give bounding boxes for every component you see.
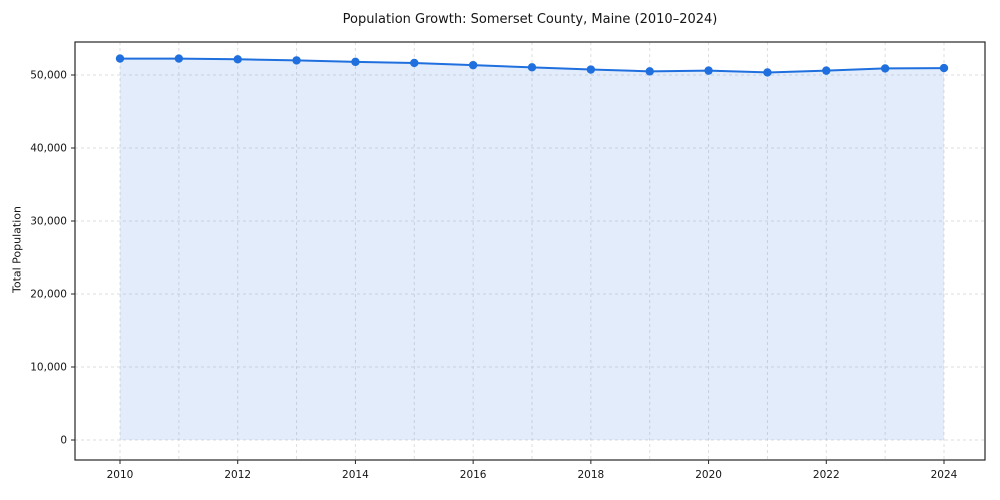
y-tick-label: 0 — [60, 435, 67, 447]
data-point — [645, 67, 654, 76]
x-tick-label: 2020 — [695, 469, 722, 481]
data-point — [351, 57, 360, 67]
data-point — [763, 68, 772, 77]
x-tick-label: 2016 — [460, 469, 487, 481]
y-tick-label: 30,000 — [30, 216, 67, 228]
data-point — [586, 65, 596, 74]
data-point — [468, 60, 478, 70]
area-fill — [120, 58, 944, 440]
data-point — [410, 58, 419, 68]
data-point — [233, 55, 242, 64]
data-point — [115, 54, 125, 63]
x-tick-label: 2010 — [107, 469, 134, 481]
x-tick-label: 2018 — [577, 469, 604, 481]
plot-border — [74, 41, 986, 461]
x-tick-label: 2014 — [342, 469, 369, 481]
data-point — [292, 56, 301, 65]
y-tick-label: 20,000 — [30, 289, 67, 301]
data-point — [822, 66, 831, 75]
y-tick-label: 50,000 — [30, 70, 67, 82]
data-point — [704, 66, 713, 75]
y-tick-label: 10,000 — [30, 362, 67, 374]
data-point — [527, 63, 537, 72]
data-point — [880, 64, 890, 73]
y-tick-label: 40,000 — [30, 143, 67, 155]
x-tick-label: 2012 — [224, 469, 251, 481]
data-point — [939, 63, 949, 73]
data-point — [174, 54, 184, 63]
x-tick-label: 2024 — [931, 469, 958, 481]
chart-title: Population Growth: Somerset County, Main… — [342, 12, 718, 27]
x-tick-label: 2022 — [813, 469, 840, 481]
